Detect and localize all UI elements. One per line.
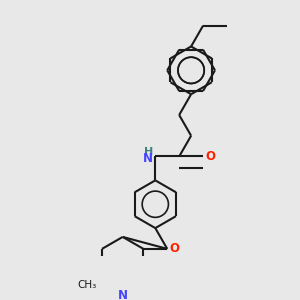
Text: N: N (118, 289, 128, 300)
Text: O: O (169, 242, 179, 255)
Text: O: O (205, 150, 215, 163)
Text: N: N (143, 152, 153, 165)
Text: H: H (144, 147, 153, 157)
Text: CH₃: CH₃ (77, 280, 97, 290)
